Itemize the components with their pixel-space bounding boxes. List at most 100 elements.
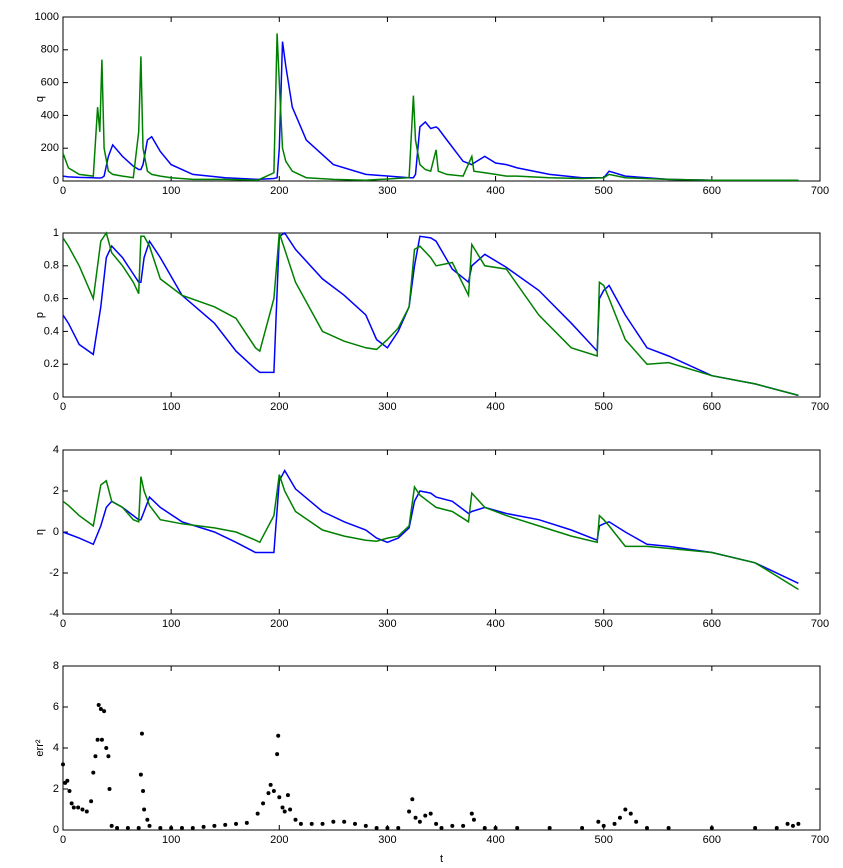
point — [413, 815, 418, 820]
point — [107, 787, 112, 791]
y-tick-label: 400 — [41, 109, 59, 121]
x-tick-label: 100 — [162, 618, 180, 630]
x-tick-label: 0 — [60, 834, 66, 846]
point — [634, 819, 639, 824]
axes-box — [62, 665, 821, 831]
point — [145, 817, 150, 822]
point — [628, 811, 633, 816]
point — [352, 821, 357, 826]
point — [482, 825, 487, 830]
point — [80, 807, 85, 812]
point — [69, 801, 74, 806]
y-tick-label: 0 — [53, 175, 59, 187]
x-tick-label: 500 — [595, 185, 613, 197]
point — [417, 819, 422, 824]
x-tick-label: 200 — [270, 834, 288, 846]
y-tick-label: 6 — [53, 701, 59, 713]
point — [790, 823, 795, 828]
y-tick-label: 0 — [53, 526, 59, 538]
y-tick-label: 1000 — [35, 11, 59, 23]
point — [428, 811, 433, 816]
point — [644, 825, 649, 830]
x-tick-label: 700 — [811, 185, 829, 197]
point — [136, 825, 141, 830]
x-tick-label: 0 — [60, 618, 66, 630]
point — [612, 821, 617, 826]
x-tick-label: 100 — [162, 185, 180, 197]
point — [471, 817, 476, 822]
x-tick-label: 0 — [60, 185, 66, 197]
point — [580, 825, 585, 830]
point — [169, 825, 174, 830]
series-line — [62, 33, 799, 181]
point — [125, 825, 130, 830]
point — [61, 762, 65, 767]
axes-box — [62, 16, 821, 182]
point — [93, 754, 98, 759]
point — [423, 813, 428, 818]
x-tick-label: 300 — [378, 834, 396, 846]
point — [102, 709, 107, 714]
x-tick-label: 200 — [270, 618, 288, 630]
y-axis-label: q — [34, 96, 46, 102]
point — [385, 825, 390, 830]
y-tick-label: 2 — [53, 783, 59, 795]
x-tick-label: 700 — [811, 834, 829, 846]
x-tick-label: 100 — [162, 834, 180, 846]
point — [709, 825, 714, 830]
y-tick-label: 8 — [53, 660, 59, 672]
y-axis-label: η — [34, 529, 46, 535]
point — [271, 789, 276, 794]
y-axis-label: p — [34, 312, 46, 318]
point — [410, 797, 415, 802]
x-tick-label: 400 — [486, 618, 504, 630]
point — [796, 821, 801, 826]
point — [106, 754, 111, 759]
x-tick-label: 500 — [595, 618, 613, 630]
point — [234, 821, 239, 826]
point — [617, 815, 622, 820]
point — [268, 782, 273, 787]
y-tick-label: 800 — [41, 44, 59, 56]
y-tick-label: 4 — [53, 742, 59, 754]
x-tick-label: 400 — [486, 834, 504, 846]
x-tick-label: 100 — [162, 401, 180, 413]
y-tick-label: 0.6 — [44, 293, 59, 305]
point — [158, 825, 163, 830]
point — [461, 823, 466, 828]
y-tick-label: 600 — [41, 77, 59, 89]
point — [493, 825, 498, 830]
point — [298, 821, 303, 826]
point — [91, 770, 96, 775]
point — [785, 821, 790, 826]
point — [547, 825, 552, 830]
point — [439, 825, 444, 830]
x-tick-label: 400 — [486, 185, 504, 197]
x-tick-label: 200 — [270, 185, 288, 197]
point — [142, 807, 147, 812]
series-line — [62, 231, 799, 397]
axes-box — [62, 449, 821, 615]
point — [666, 825, 671, 830]
x-tick-label: 600 — [703, 401, 721, 413]
point — [141, 789, 146, 794]
x-tick-label: 0 — [60, 401, 66, 413]
x-tick-label: 700 — [811, 618, 829, 630]
y-tick-label: 200 — [41, 142, 59, 154]
point — [320, 821, 325, 826]
series-line — [62, 41, 799, 181]
point — [99, 737, 104, 742]
point — [139, 731, 144, 736]
point — [407, 809, 412, 814]
point — [190, 825, 195, 830]
point — [623, 807, 628, 812]
x-tick-label: 600 — [703, 618, 721, 630]
y-tick-label: 0.4 — [44, 325, 59, 337]
y-tick-label: 0 — [53, 824, 59, 836]
point — [280, 805, 285, 810]
point — [67, 789, 72, 794]
y-tick-label: 4 — [53, 444, 59, 456]
x-tick-label: 700 — [811, 401, 829, 413]
point — [285, 793, 290, 798]
